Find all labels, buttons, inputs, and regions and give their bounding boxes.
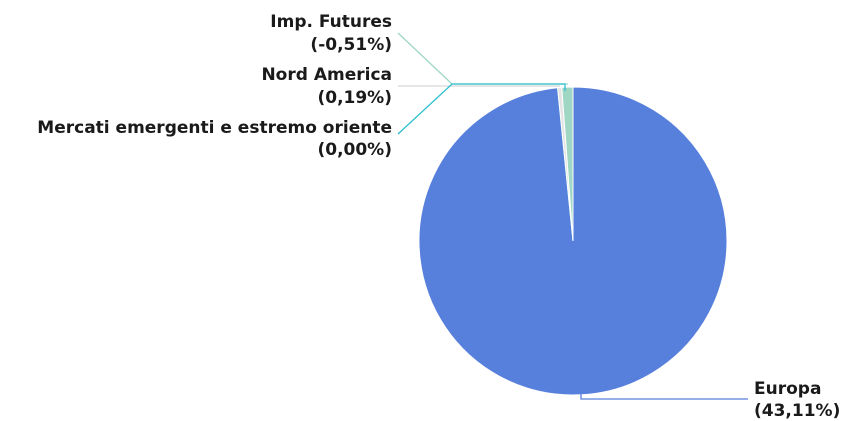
leader-line-imp-futures (397, 32, 568, 85)
leader-lines (397, 32, 748, 400)
slice-label-europa: Europa (754, 379, 821, 399)
slice-value-europa: (43,11%) (754, 401, 840, 421)
pie-slices (418, 86, 728, 396)
slice-label-imp-futures: Imp. Futures (270, 12, 392, 32)
slice-value-imp-futures: (-0,51%) (310, 35, 392, 55)
pie-slice-imp-futures (561, 86, 574, 242)
slice-value-nord-america: (0,19%) (317, 88, 392, 108)
slice-label-mercati-emergenti: Mercati emergenti e estremo oriente (37, 118, 392, 138)
slice-label-nord-america: Nord America (261, 65, 392, 85)
slice-value-mercati-emergenti: (0,00%) (317, 140, 392, 160)
leader-line-mercati-emergenti (397, 83, 566, 135)
leader-line-europa (580, 392, 748, 400)
